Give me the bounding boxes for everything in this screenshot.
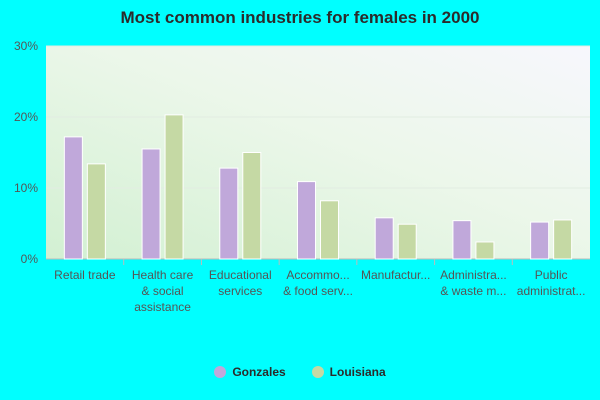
legend: Gonzales Louisiana bbox=[0, 365, 600, 379]
bar-gonzales-6[interactable] bbox=[530, 221, 550, 260]
bar-gonzales-0[interactable] bbox=[63, 136, 83, 260]
legend-item-louisiana[interactable]: Louisiana bbox=[311, 365, 386, 379]
x-tick-label: Manufactur... bbox=[361, 268, 430, 282]
bar-gonzales-3[interactable] bbox=[297, 181, 316, 260]
bar-louisiana-3[interactable] bbox=[320, 200, 339, 260]
bar-louisiana-1[interactable] bbox=[164, 114, 184, 260]
bar-louisiana-5[interactable] bbox=[475, 241, 495, 260]
bar-louisiana-2[interactable] bbox=[242, 152, 262, 260]
y-tick-label: 20% bbox=[14, 110, 38, 124]
x-tick-label: Administra... & waste m... bbox=[440, 268, 507, 298]
y-tick-label: 30% bbox=[14, 39, 38, 53]
plot-area bbox=[46, 46, 590, 259]
x-tick-label: Accommo... & food serv... bbox=[283, 268, 353, 298]
bar-gonzales-1[interactable] bbox=[141, 148, 161, 260]
x-tick-label: Health care & social assistance bbox=[132, 268, 194, 314]
bar-gonzales-2[interactable] bbox=[219, 167, 239, 260]
y-tick-label: 0% bbox=[21, 252, 39, 266]
chart-title: Most common industries for females in 20… bbox=[120, 8, 480, 27]
bar-louisiana-6[interactable] bbox=[553, 219, 573, 260]
bar-gonzales-4[interactable] bbox=[374, 217, 394, 260]
legend-item-gonzales[interactable]: Gonzales bbox=[214, 365, 286, 379]
legend-swatch-louisiana bbox=[311, 366, 324, 378]
bar-gonzales-5[interactable] bbox=[452, 220, 472, 260]
legend-label-louisiana: Louisiana bbox=[329, 365, 386, 379]
legend-swatch-gonzales bbox=[214, 366, 227, 378]
bar-louisiana-0[interactable] bbox=[86, 163, 106, 260]
legend-label-gonzales: Gonzales bbox=[232, 365, 286, 379]
x-tick-label: Educational services bbox=[209, 268, 272, 298]
y-tick-label: 10% bbox=[14, 181, 38, 195]
x-tick-label: Retail trade bbox=[54, 268, 116, 282]
x-tick-label: Public administrat... bbox=[517, 268, 586, 298]
bar-louisiana-4[interactable] bbox=[397, 223, 417, 260]
